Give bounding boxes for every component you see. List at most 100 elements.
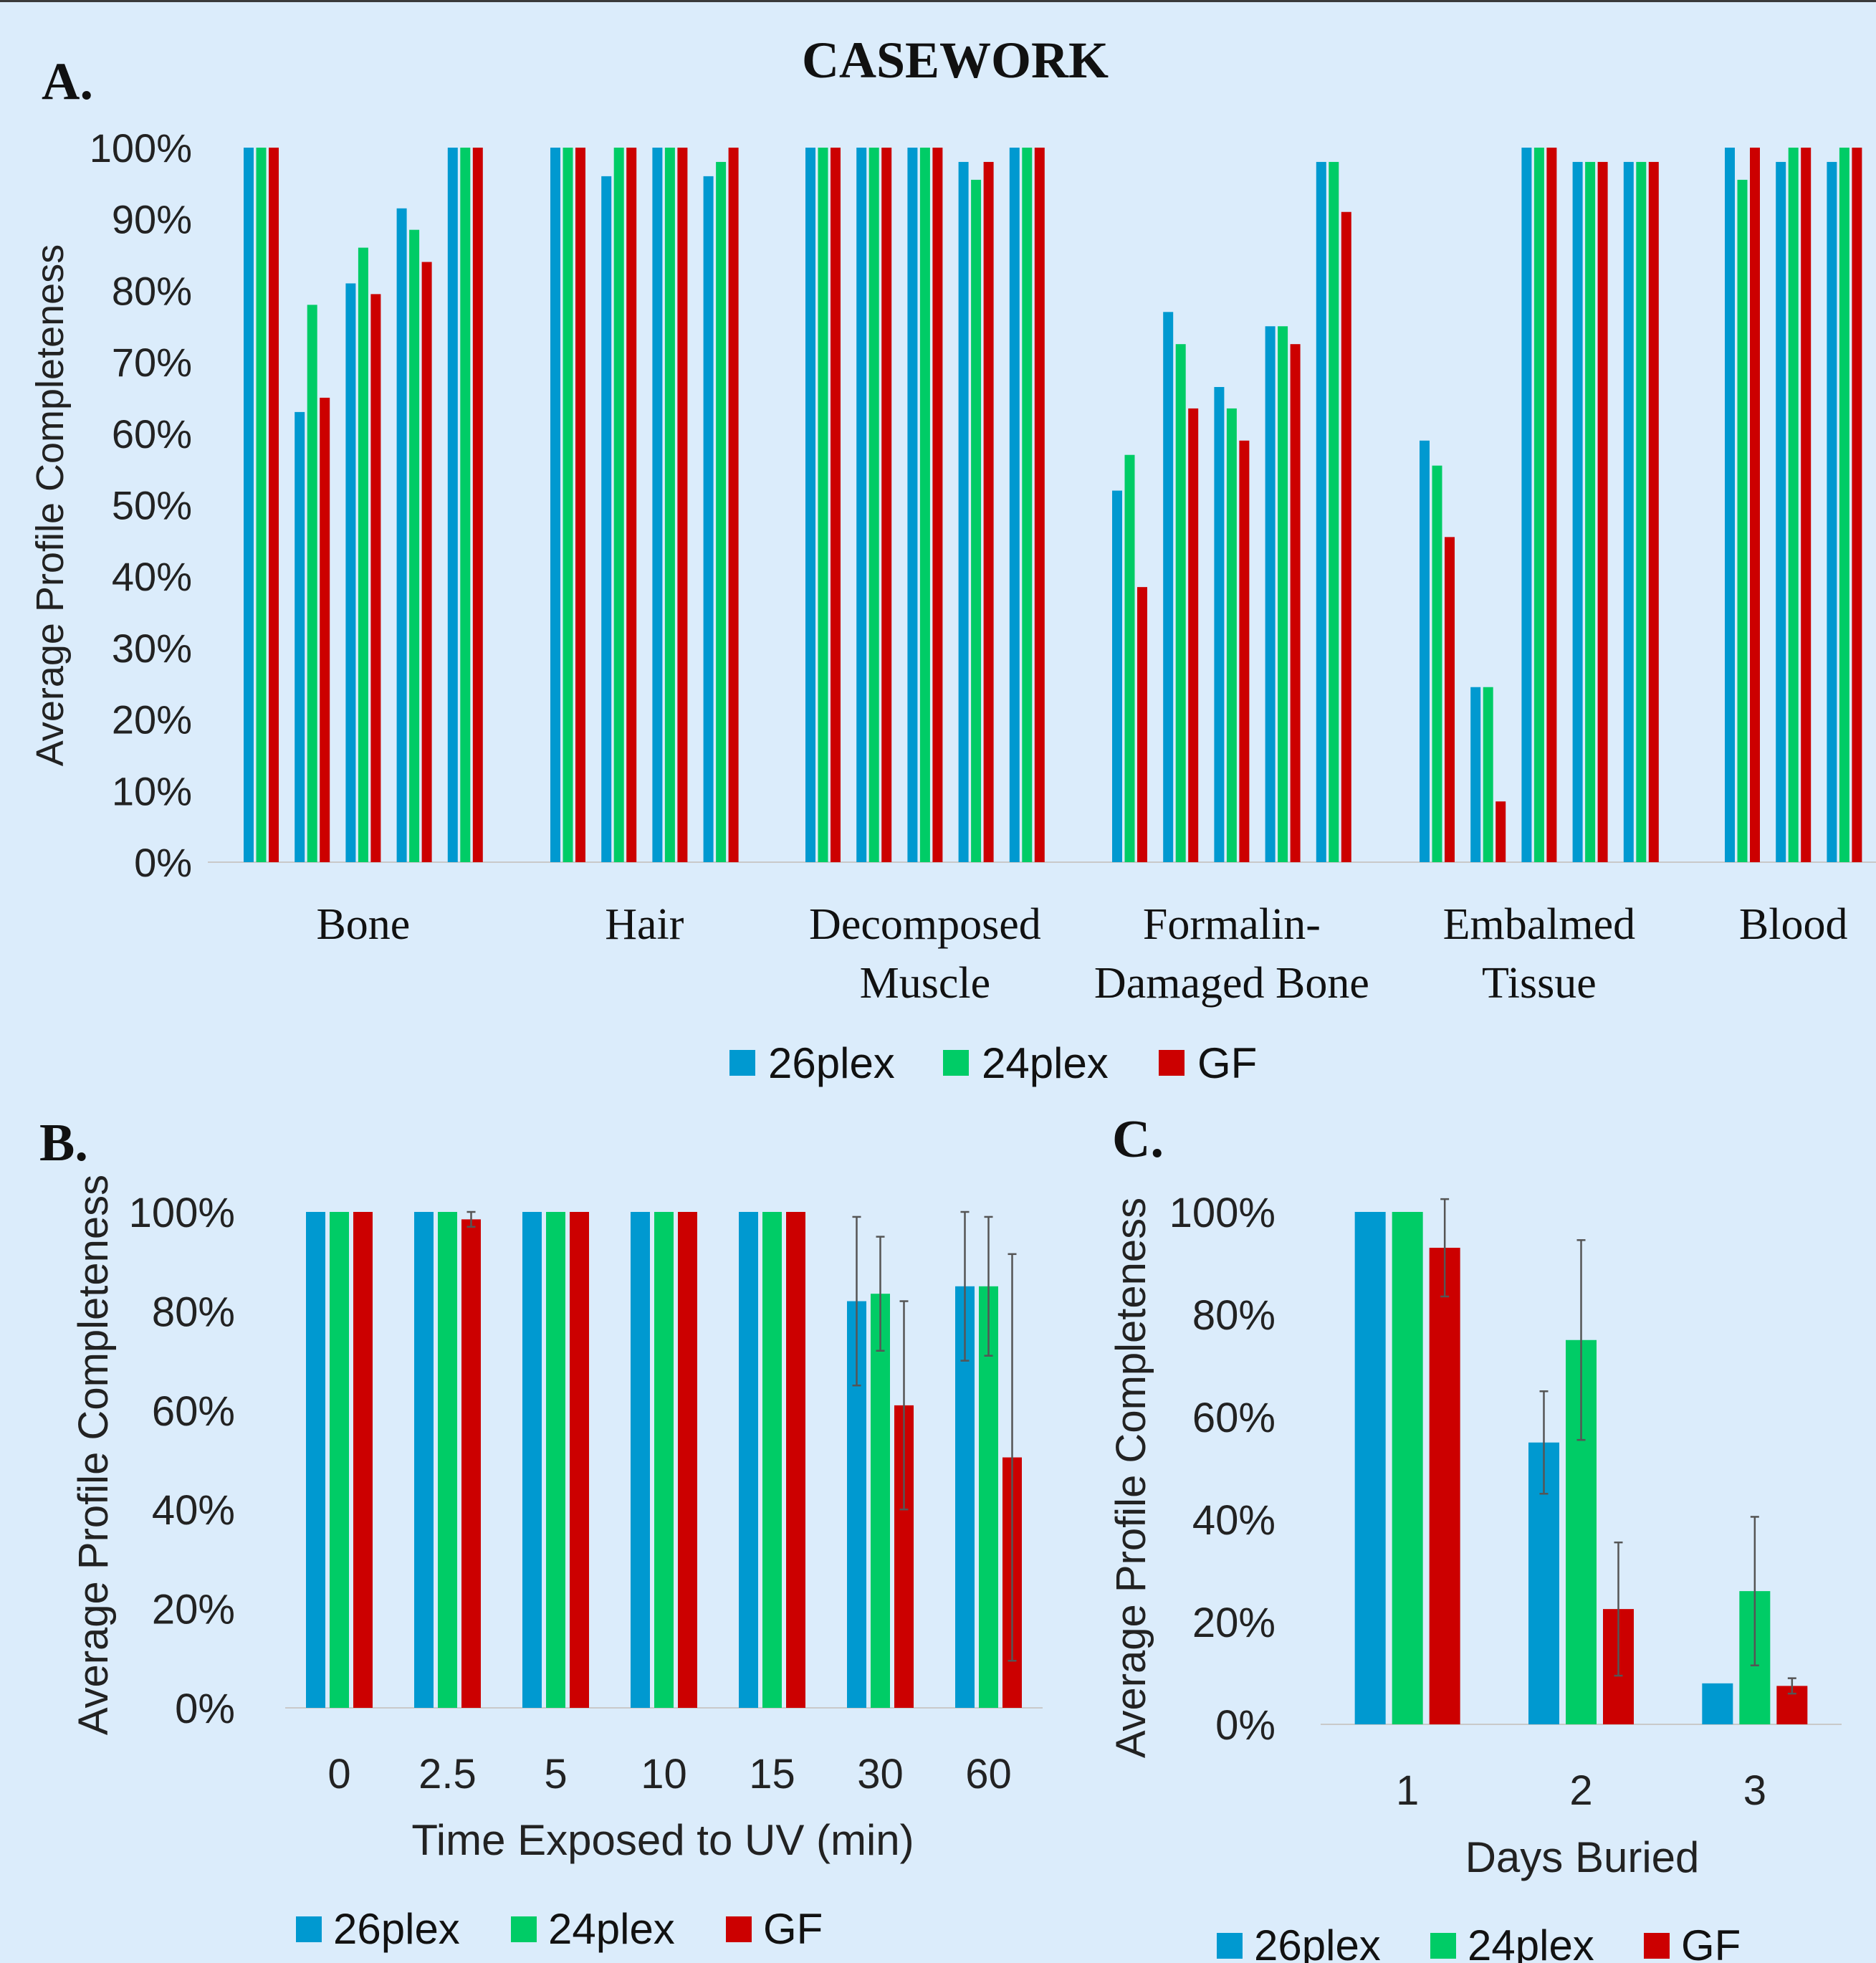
chart-a-bar (396, 208, 407, 862)
chart-b-ytick: 100% (129, 1190, 235, 1236)
chart-a-bar (1533, 148, 1544, 862)
chart-c-ytick: 20% (1192, 1600, 1276, 1646)
chart-c-bar (1392, 1212, 1423, 1724)
chart-a-bar (1827, 161, 1837, 862)
chart-a-group-label: Embalmed (1443, 900, 1636, 949)
chart-a-group-label: Bone (316, 900, 410, 949)
chart-a-bar (575, 148, 585, 862)
chart-c: Average Profile Completeness 0% 20% 40% 60% 8… (1108, 1190, 1842, 1963)
chart-a-group-label: Blood (1739, 900, 1848, 949)
chart-a-bar (550, 148, 560, 862)
chart-a-bar (626, 148, 637, 862)
chart-b-bar (762, 1212, 782, 1708)
chart-a-bar (1572, 161, 1583, 862)
legend-swatch (1217, 1933, 1243, 1959)
chart-a-ytick: 80% (112, 268, 192, 313)
chart-c-bar (1354, 1212, 1386, 1724)
chart-a-bar (563, 148, 573, 862)
chart-c-xtick: 1 (1396, 1767, 1419, 1814)
chart-a-bar (1445, 537, 1455, 862)
chart-a-group-label: Muscle (860, 959, 991, 1008)
legend-label: 26plex (1254, 1921, 1381, 1963)
chart-a-bar (1597, 161, 1608, 862)
legend-label: GF (763, 1905, 823, 1953)
chart-a-group-label: Hair (605, 900, 684, 949)
chart-a-bar (269, 148, 279, 862)
chart-b-bar (570, 1212, 589, 1708)
chart-b-category: 15 (739, 1212, 805, 1797)
legend-swatch (729, 1050, 755, 1076)
chart-c-category: 3 (1702, 1516, 1808, 1814)
legend-swatch (726, 1916, 752, 1942)
chart-a-bar (1737, 179, 1748, 863)
chart-c-xtick: 3 (1743, 1767, 1766, 1814)
chart-c-ytick: 80% (1192, 1292, 1276, 1339)
chart-a-bar (652, 148, 663, 862)
chart-b-bar (438, 1212, 457, 1708)
chart-b-bar (739, 1212, 758, 1708)
chart-a-bar (472, 148, 483, 862)
chart-a-bar (256, 148, 267, 862)
chart-a-bar (1239, 440, 1250, 862)
chart-c-ytick: 40% (1192, 1497, 1276, 1544)
chart-a-bar (728, 148, 739, 862)
chart-b-bar (414, 1212, 434, 1708)
chart-a-bar (1788, 148, 1799, 862)
chart-a-group: Bone (244, 148, 483, 949)
chart-b-bar (522, 1212, 542, 1708)
chart-a-bar (244, 148, 254, 862)
chart-b-legend: 26plex 24plex GF (296, 1905, 823, 1953)
legend-label: 26plex (768, 1039, 895, 1087)
chart-a-bar (1034, 148, 1045, 862)
chart-a-group-label: Decomposed (809, 900, 1041, 949)
chart-a-bar (1585, 161, 1596, 862)
chart-b-xtick: 0 (327, 1751, 350, 1797)
chart-b-xtick: 10 (641, 1751, 687, 1797)
chart-a-bar (1521, 148, 1532, 862)
chart-b-bar (330, 1212, 349, 1708)
chart-a-bar (1188, 408, 1199, 862)
chart-a-bar (1316, 161, 1326, 862)
chart-c-ylabel: Average Profile Completeness (1108, 1198, 1154, 1758)
chart-b-xtick: 30 (857, 1751, 904, 1797)
chart-b-category: 60 (955, 1210, 1022, 1797)
chart-b-xlabel: Time Exposed to UV (min) (411, 1816, 914, 1864)
chart-a-bar (447, 148, 458, 862)
chart-a-ylabel: Average Profile Completeness (29, 244, 72, 766)
chart-b-category: 5 (522, 1212, 589, 1797)
top-border (0, 0, 1876, 2)
chart-b-bar (786, 1212, 805, 1708)
chart-a-group: Formalin- Damaged Bone (1094, 161, 1369, 1008)
legend-label: 24plex (548, 1905, 675, 1953)
chart-a-ytick: 50% (112, 483, 192, 528)
chart-a-bar (358, 247, 368, 863)
chart-c-category: 1 (1354, 1198, 1460, 1814)
chart-a-bar (601, 176, 612, 862)
chart-a-group: Embalmed Tissue (1420, 148, 1659, 1008)
panel-label-a: A. (42, 52, 93, 111)
chart-b: Average Profile Completeness 0% 20% 40% 60% 8… (70, 1175, 1043, 1953)
legend-swatch (1430, 1933, 1456, 1959)
chart-b-ytick: 80% (152, 1289, 235, 1335)
chart-a-bar (1801, 148, 1812, 862)
legend-label: 24plex (982, 1039, 1109, 1087)
chart-b-xtick: 2.5 (418, 1751, 477, 1797)
chart-a-bar (1009, 148, 1020, 862)
chart-a-bar (919, 148, 930, 862)
legend-label: 26plex (333, 1905, 460, 1953)
chart-a-bar (1636, 161, 1647, 862)
chart-a-ytick: 60% (112, 411, 192, 457)
chart-a-bar (907, 148, 918, 862)
chart-a-bar (856, 148, 867, 862)
chart-a-bar (1432, 465, 1442, 862)
chart-a-bar (1470, 687, 1481, 862)
chart-a-bar (1112, 490, 1122, 862)
chart-a-bar (868, 148, 879, 862)
chart-c-ytick: 60% (1192, 1395, 1276, 1441)
chart-a-bar (971, 179, 982, 863)
chart-a-bar (831, 148, 841, 862)
chart-a-bar (932, 148, 943, 862)
legend-label: GF (1197, 1039, 1257, 1087)
chart-a-bar (958, 161, 969, 862)
chart-b-bar (871, 1294, 890, 1708)
